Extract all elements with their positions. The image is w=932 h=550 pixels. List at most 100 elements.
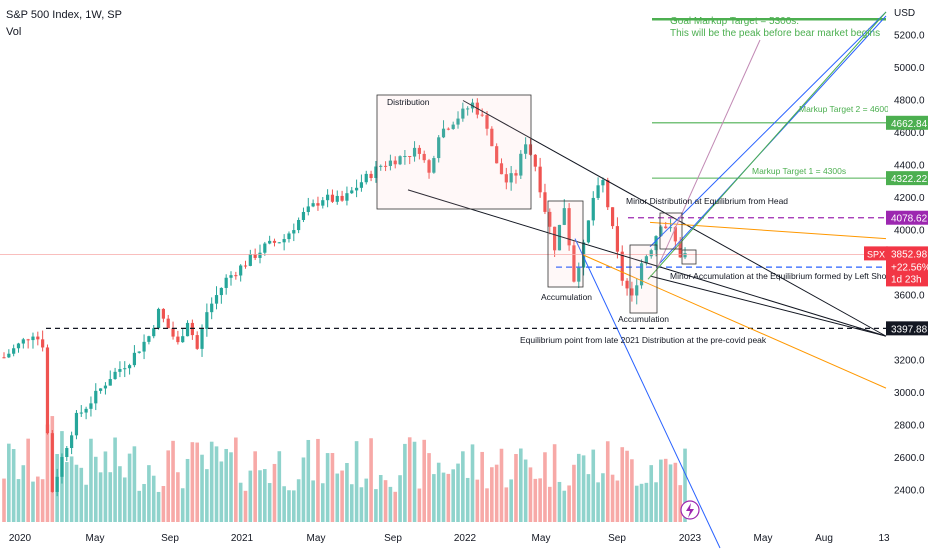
volume-bar xyxy=(519,448,523,522)
volume-bar xyxy=(205,469,209,522)
volume-bar xyxy=(547,486,552,522)
candle-body xyxy=(340,195,344,201)
volume-bar xyxy=(26,438,30,522)
volume-bar xyxy=(620,447,625,522)
volume-bar xyxy=(132,446,137,522)
candle-body xyxy=(572,245,576,282)
volume-bar xyxy=(248,470,253,522)
volume-bar xyxy=(412,441,417,522)
candle-body xyxy=(60,456,64,477)
volume-bar xyxy=(31,481,35,522)
volume-bar xyxy=(378,475,383,522)
price-tag xyxy=(886,171,928,186)
symbol-label: SPX xyxy=(867,249,885,259)
candle-body xyxy=(89,403,93,409)
candle-body xyxy=(195,335,199,349)
volume-bar xyxy=(320,483,325,522)
y-tick-label: 4200.0 xyxy=(894,193,925,204)
candle-body xyxy=(113,371,117,380)
volume-bar xyxy=(374,489,378,522)
volume-bar xyxy=(432,474,436,522)
candle-body xyxy=(369,173,373,179)
trend-line xyxy=(574,238,721,549)
x-tick-label: 2020 xyxy=(9,533,32,544)
candle-body xyxy=(65,448,69,457)
x-tick-label: May xyxy=(754,533,773,544)
candle-body xyxy=(437,137,441,159)
volume-bar xyxy=(21,465,26,522)
volume-bar xyxy=(480,451,484,522)
candle-body xyxy=(306,206,310,212)
candle-body xyxy=(36,336,40,340)
volume-bar xyxy=(446,473,451,522)
y-tick-label: 2400.0 xyxy=(894,486,925,497)
candle-body xyxy=(664,226,668,229)
x-tick-label: Aug xyxy=(815,533,833,544)
volume-bar xyxy=(36,476,40,522)
candle-body xyxy=(156,308,161,329)
candle-body xyxy=(224,277,228,288)
candle-body xyxy=(543,192,547,212)
x-tick-label: Sep xyxy=(608,533,626,544)
volume-bar xyxy=(441,472,446,522)
candle-body xyxy=(630,288,634,296)
candle-body xyxy=(234,275,238,277)
candle-body xyxy=(152,328,156,337)
annotation-text: Equilibrium point from late 2021 Distrib… xyxy=(520,335,767,345)
volume-bar xyxy=(69,456,74,522)
volume-bar xyxy=(16,479,21,522)
trend-line xyxy=(649,221,887,240)
volume-bar xyxy=(364,478,369,522)
volume-bar xyxy=(475,479,480,522)
candle-body xyxy=(490,128,494,147)
candle-body xyxy=(683,253,687,258)
candle-body xyxy=(620,251,624,281)
volume-bar xyxy=(499,448,504,522)
volume-bar xyxy=(2,478,6,522)
x-tick-label: May xyxy=(307,533,326,544)
volume-bar xyxy=(330,453,335,522)
volume-bar xyxy=(287,490,291,522)
candle-body xyxy=(99,388,103,391)
candle-body xyxy=(668,227,673,229)
candle-body xyxy=(659,226,663,237)
volume-bar xyxy=(98,472,103,522)
volume-bar xyxy=(504,487,509,522)
volume-bar xyxy=(407,437,412,522)
volume-bar xyxy=(649,465,654,522)
candle-body xyxy=(127,365,132,369)
volume-bar xyxy=(654,482,658,522)
volume-bar xyxy=(253,451,257,522)
volume-bar xyxy=(552,444,557,522)
volume-bar xyxy=(398,475,402,522)
price-tag xyxy=(886,115,928,130)
candle-body xyxy=(31,336,35,341)
volume-bar xyxy=(122,477,127,522)
candle-body xyxy=(466,108,470,110)
accumulation-box-1 xyxy=(547,200,584,288)
currency-label: USD xyxy=(894,8,915,19)
annotation-text: This will be the peak before bear market… xyxy=(670,28,880,39)
candle-body xyxy=(142,341,146,352)
candle-body xyxy=(350,190,354,194)
candle-body xyxy=(519,153,523,176)
volume-bar xyxy=(325,453,330,522)
candle-body xyxy=(639,263,644,286)
trend-line xyxy=(647,11,887,280)
volume-bar xyxy=(470,444,475,522)
volume-bar xyxy=(45,424,50,522)
annotation-text: Distribution xyxy=(387,97,430,107)
volume-bar xyxy=(316,438,320,522)
volume-label: Vol xyxy=(6,26,22,38)
volume-bar xyxy=(581,455,586,522)
candle-body xyxy=(374,166,378,179)
candle-body xyxy=(161,308,165,319)
y-tick-label: 5000.0 xyxy=(894,63,925,74)
volume-bar xyxy=(224,448,228,522)
volume-bar xyxy=(185,458,190,522)
annotation-text: Minor Distribution at Equilibrium from H… xyxy=(626,196,788,206)
y-tick-label: 5200.0 xyxy=(894,31,925,42)
trend-line xyxy=(649,275,887,337)
volume-bar xyxy=(388,486,393,522)
